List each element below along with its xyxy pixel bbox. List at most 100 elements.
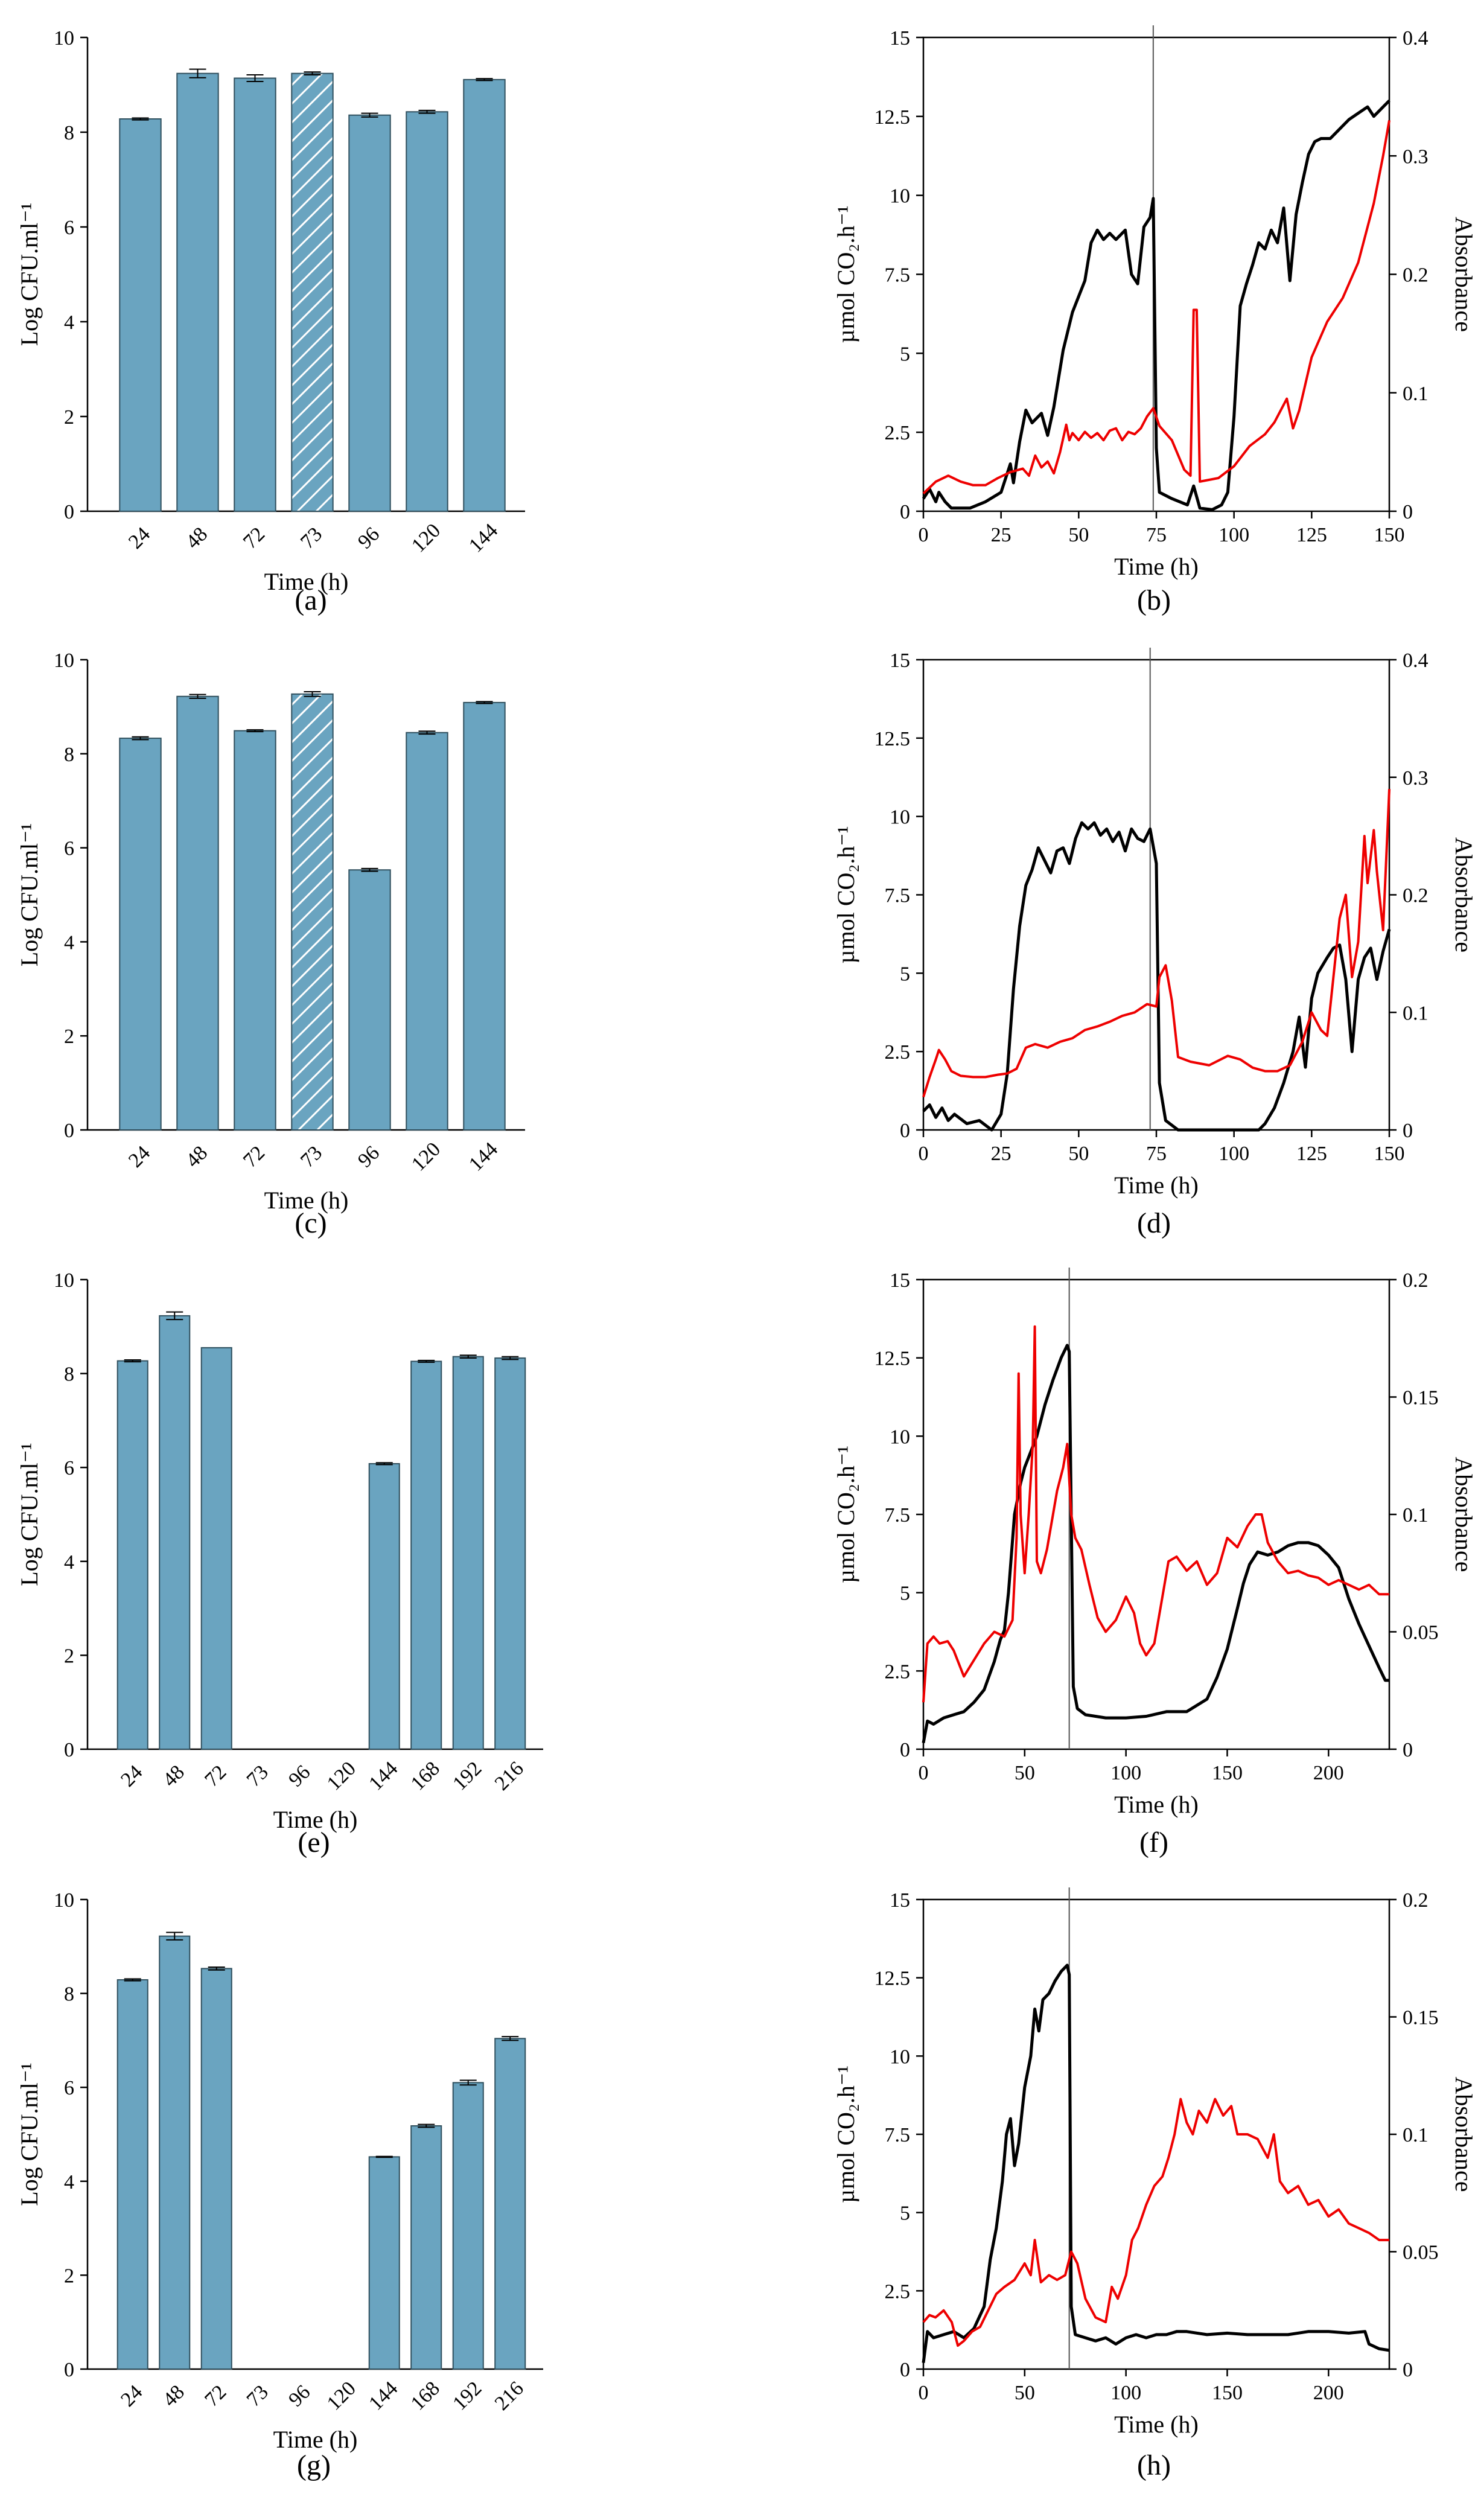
y2-axis-label: Absorbance: [1450, 1456, 1475, 1572]
series-absorbance: [922, 2097, 1389, 2347]
caption-g: (g): [297, 2449, 331, 2481]
y-tick-label: 6: [64, 217, 74, 239]
series-co2: [922, 1963, 1390, 2363]
x-tick-label: 150: [1374, 524, 1405, 546]
x-axis-label: Time (h): [273, 1806, 358, 1833]
series-co2: [922, 99, 1391, 511]
y2-tick-label: 0.15: [1403, 2007, 1439, 2029]
y-tick-label: 8: [64, 122, 74, 144]
x-tick-label: 200: [1313, 1762, 1344, 1784]
x-tick-label: 0: [919, 1143, 929, 1165]
y-axis-label: µmol CO₂.h⁻¹: [832, 826, 859, 964]
panel-d: 0 25 50 75 100 125 15002.557.51012.51500.10.20…: [832, 648, 1475, 1239]
caption-b: (b): [1137, 584, 1171, 616]
x-tick-label: 0: [919, 1762, 929, 1784]
x-tick-label: 50: [1015, 1762, 1035, 1784]
y2-tick-label: 0.05: [1403, 1622, 1439, 1644]
y2-tick-label: 0.2: [1403, 1269, 1429, 1292]
x-tick-label: 150: [1212, 1762, 1243, 1784]
y-tick-label: 0: [900, 1120, 910, 1142]
bar-24: [116, 1979, 148, 2370]
y-tick-label: 10: [54, 1889, 74, 1912]
series-co2: [922, 1344, 1389, 1744]
y-tick-label: 12.5: [874, 1968, 911, 1990]
y-tick-label: 15: [890, 27, 910, 49]
y-axis-label: µmol CO₂.h⁻¹: [832, 206, 859, 343]
bar-216: [494, 2038, 526, 2370]
y-axis-label: Log CFU.ml⁻¹: [16, 823, 43, 967]
bar-168: [410, 2125, 442, 2370]
y2-tick-label: 0.15: [1403, 1387, 1439, 1409]
y2-axis-label: Absorbance: [1450, 837, 1475, 952]
bar-73: [291, 693, 334, 1131]
y-tick-label: 5: [900, 1583, 910, 1605]
y2-tick-label: 0.3: [1403, 145, 1429, 168]
y2-tick-label: 0.2: [1403, 264, 1429, 287]
y-tick-label: 4: [64, 1551, 74, 1574]
x-tick-label: 200: [1313, 2382, 1344, 2404]
bar-96: [348, 869, 391, 1131]
bar-24: [119, 738, 162, 1131]
x-tick-label: 0: [919, 2382, 929, 2404]
caption-h: (h): [1137, 2449, 1171, 2481]
x-tick-label: 150: [1374, 1143, 1405, 1165]
x-tick-label: 50: [1068, 524, 1089, 546]
series-co2: [922, 821, 1391, 1132]
y-tick-label: 12.5: [874, 728, 911, 750]
x-tick-label: 50: [1068, 1143, 1089, 1165]
x-tick-label: 125: [1296, 1143, 1327, 1165]
x-tick-label: 100: [1219, 524, 1249, 546]
y-tick-label: 7.5: [885, 2124, 911, 2146]
y2-axis-label: Absorbance: [1450, 217, 1475, 332]
y-tick-label: 8: [64, 744, 74, 766]
y2-tick-label: 0.4: [1403, 27, 1429, 49]
y-axis-label: Log CFU.ml⁻¹: [16, 2062, 43, 2206]
x-axis-label: Time (h): [1114, 1791, 1199, 1818]
bar-192: [452, 2082, 484, 2370]
y-axis-label: Log CFU.ml⁻¹: [16, 1443, 43, 1586]
y2-tick-label: 0: [1403, 501, 1413, 523]
y-tick-label: 10: [890, 2046, 910, 2068]
y-axis-label: Log CFU.ml⁻¹: [16, 203, 43, 346]
y2-tick-label: 0: [1403, 2359, 1413, 2381]
x-axis-label: Time (h): [1114, 2411, 1199, 2438]
bar-144: [463, 701, 506, 1131]
x-axis-label: Time (h): [264, 568, 349, 595]
y-tick-label: 0: [64, 501, 74, 523]
y-axis-label: µmol CO₂.h⁻¹: [832, 2065, 859, 2203]
x-axis-label: Time (h): [1114, 1172, 1199, 1199]
x-axis-label: Time (h): [1114, 553, 1199, 580]
x-axis-label: Time (h): [264, 1187, 349, 1214]
y2-tick-label: 0: [1403, 1120, 1413, 1142]
y-tick-label: 2.5: [885, 2280, 911, 2303]
bar-144: [463, 78, 506, 512]
y-tick-label: 12.5: [874, 1348, 911, 1370]
bar-168: [410, 1360, 442, 1750]
y-tick-label: 4: [64, 311, 74, 334]
caption-e: (e): [298, 1826, 330, 1858]
y-tick-label: 2: [64, 1645, 74, 1667]
bar-192: [452, 1356, 484, 1750]
y-tick-label: 7.5: [885, 885, 911, 907]
bar-144: [368, 2156, 400, 2370]
bar-120: [406, 732, 448, 1131]
y2-tick-label: 0.1: [1403, 2124, 1429, 2146]
bar-72: [200, 1347, 232, 1750]
bar-216: [494, 1357, 526, 1750]
y-tick-label: 4: [64, 2171, 74, 2193]
series-absorbance: [922, 120, 1391, 495]
y-tick-label: 5: [900, 2203, 910, 2225]
y-tick-label: 0: [64, 1739, 74, 1761]
x-tick-label: 150: [1212, 2382, 1243, 2404]
panel-b: 0 25 50 75 100 125 15002.557.51012.51500.10.20…: [832, 25, 1475, 616]
bar-144: [368, 1463, 400, 1750]
panel-f: 0 50 100 150 20002.557.51012.51500.050.10.15…: [832, 1268, 1475, 1858]
y-tick-label: 10: [890, 806, 910, 829]
y-tick-label: 10: [890, 1426, 910, 1448]
y-tick-label: 2.5: [885, 1660, 911, 1683]
x-tick-label: 25: [991, 1143, 1011, 1165]
x-axis-label: Time (h): [273, 2426, 358, 2453]
bar-120: [406, 111, 448, 512]
y2-tick-label: 0.1: [1403, 1002, 1429, 1024]
x-tick-label: 100: [1110, 1762, 1141, 1784]
